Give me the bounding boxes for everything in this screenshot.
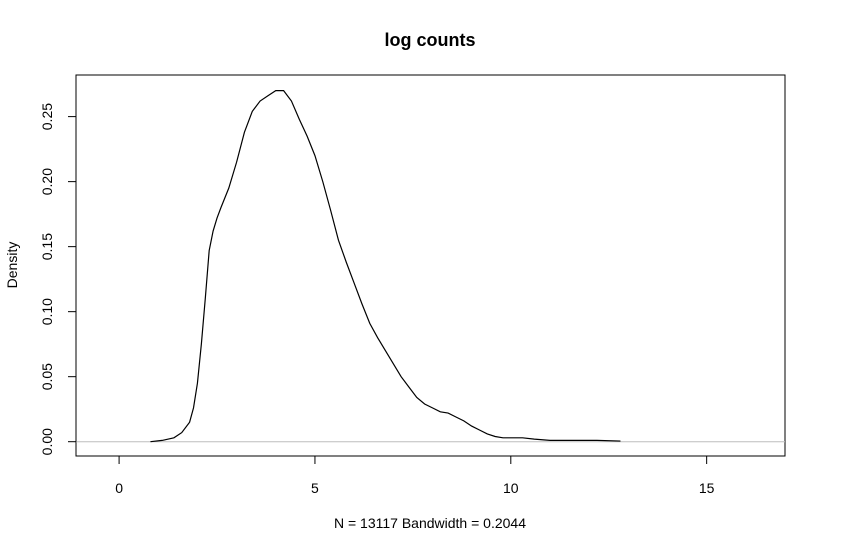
density-curve bbox=[150, 90, 621, 443]
x-tick-label: 10 bbox=[503, 480, 519, 496]
plot-box bbox=[75, 74, 786, 457]
x-axis: 0 5 10 15 bbox=[115, 455, 715, 496]
y-axis-label: Density bbox=[4, 242, 20, 289]
y-axis: 0.00 0.05 0.10 0.15 0.20 0.25 bbox=[39, 103, 77, 455]
y-tick-label: 0.20 bbox=[39, 168, 55, 195]
x-tick-label: 5 bbox=[311, 480, 319, 496]
y-tick-label: 0.15 bbox=[39, 233, 55, 260]
y-tick-label: 0.05 bbox=[39, 363, 55, 390]
x-tick-label: 0 bbox=[115, 480, 123, 496]
x-axis-label: N = 13117 Bandwidth = 0.2044 bbox=[334, 515, 526, 531]
y-tick-label: 0.25 bbox=[39, 103, 55, 130]
x-tick-label: 15 bbox=[699, 480, 715, 496]
chart-title: log counts bbox=[385, 30, 476, 50]
y-tick-label: 0.00 bbox=[39, 428, 55, 455]
y-tick-label: 0.10 bbox=[39, 298, 55, 325]
